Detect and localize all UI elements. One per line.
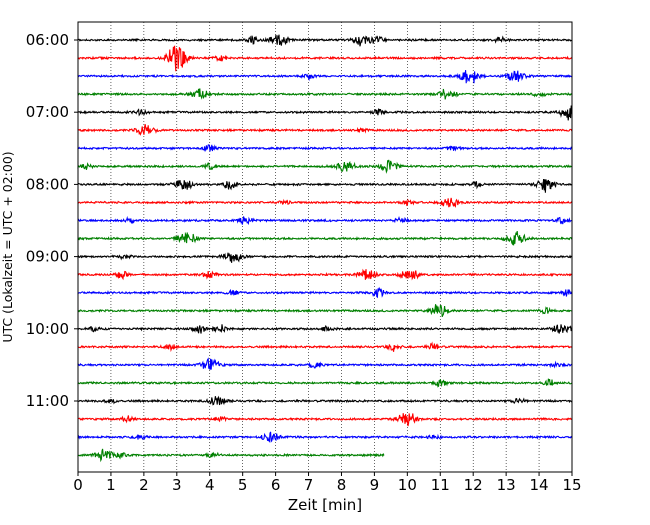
x-tick-label: 5: [238, 476, 248, 494]
tick-layer: 0 1 2 3 4 5 6 7 8 9 10 11 12 13 14 1506:0007:0008:0009:…: [26, 31, 582, 494]
trace-1130: [77, 431, 573, 443]
trace-0930: [77, 286, 573, 299]
y-tick-label: 07:00: [26, 103, 69, 121]
trace-0630: [77, 70, 573, 84]
trace-0615: [77, 45, 572, 72]
x-tick-label: 6: [271, 476, 281, 494]
y-tick-label: 06:00: [26, 31, 69, 49]
y-axis-label: UTC (Lokalzeit = UTC + 02:00): [0, 151, 15, 342]
trace-0745: [77, 159, 573, 174]
trace-0700: [77, 105, 573, 121]
trace-0830: [77, 215, 573, 226]
trace-0945: [77, 304, 572, 318]
x-tick-label: 3: [172, 476, 182, 494]
y-tick-label: 08:00: [26, 175, 69, 193]
trace-1145: [77, 448, 385, 463]
x-tick-label: 14: [530, 476, 549, 494]
trace-0815: [77, 197, 573, 208]
trace-1100: [77, 395, 573, 406]
trace-1015: [77, 341, 573, 353]
x-tick-label: 4: [205, 476, 215, 494]
x-tick-label: 12: [464, 476, 483, 494]
x-tick-label: 0: [73, 476, 83, 494]
trace-1115: [77, 413, 573, 427]
trace-0845: [77, 231, 573, 246]
y-tick-label: 09:00: [26, 248, 69, 266]
trace-0915: [77, 268, 573, 281]
x-tick-label: 15: [562, 476, 581, 494]
x-tick-label: 7: [304, 476, 314, 494]
y-tick-label: 11:00: [26, 392, 69, 410]
x-tick-label: 8: [337, 476, 347, 494]
trace-0900: [77, 252, 573, 263]
y-tick-label: 10:00: [26, 320, 69, 338]
plot-frame: [77, 21, 573, 473]
trace-1045: [77, 378, 573, 388]
trace-0645: [77, 88, 573, 100]
trace-layer: [77, 34, 573, 463]
x-tick-label: 1: [106, 476, 116, 494]
trace-1030: [77, 357, 573, 370]
x-tick-label: 9: [370, 476, 380, 494]
grid-layer: [110, 22, 540, 472]
trace-0715: [77, 124, 573, 136]
x-tick-label: 2: [139, 476, 149, 494]
trace-0730: [77, 144, 573, 153]
x-tick-label: 13: [497, 476, 516, 494]
trace-0600: [77, 34, 573, 47]
x-tick-label: 11: [431, 476, 450, 494]
x-axis-label: Zeit [min]: [288, 496, 362, 514]
axis-layer: [77, 21, 573, 473]
x-tick-label: 10: [398, 476, 417, 494]
trace-1000: [77, 324, 573, 334]
trace-0800: [77, 178, 572, 193]
